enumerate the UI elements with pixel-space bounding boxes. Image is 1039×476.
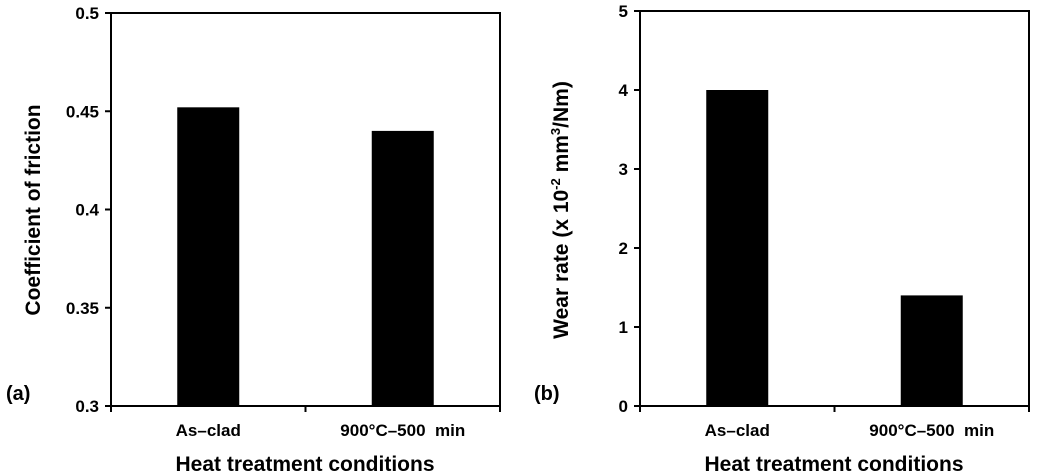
chart-a-x-tick-label: 900°C–500 min xyxy=(340,421,465,440)
chart-b-plot-frame xyxy=(639,10,1030,407)
chart-a-plot-frame xyxy=(110,12,501,407)
chart-b-x-axis-label: Heat treatment conditions xyxy=(704,453,963,476)
chart-b-x-tick-label: 900°C–500 min xyxy=(869,421,994,440)
chart-b-y-axis-label: Wear rate (x 10-2 mm3/Nm) xyxy=(548,81,573,339)
chart-b-y-tick-label: 5 xyxy=(619,2,628,21)
chart-b-y-label-suffix: /Nm) xyxy=(550,81,573,128)
chart-a-y-tick-label: 0.45 xyxy=(66,102,99,121)
chart-a-y-tick-label: 0.4 xyxy=(75,201,99,220)
chart-b-x-tick-label: As–clad xyxy=(705,421,770,440)
chart-a-x-tick-label: As–clad xyxy=(176,421,241,440)
chart-a-x-axis-label: Heat treatment conditions xyxy=(175,453,434,476)
chart-b-bar xyxy=(900,295,963,406)
chart-b-y-tick-label: 3 xyxy=(619,160,628,179)
chart-b-panel-label: (b) xyxy=(534,383,560,405)
chart-a-y-tick-label: 0.35 xyxy=(66,299,99,318)
chart-b-y-label-prefix: Wear rate (x 10 xyxy=(550,190,573,339)
chart-b-y-label-mid: mm xyxy=(550,135,573,178)
chart-b-y-label-sup1: -2 xyxy=(548,178,563,190)
chart-b-y-tick-label: 2 xyxy=(619,239,628,258)
chart-a-y-axis-label: Coefficient of friction xyxy=(22,104,45,315)
chart-b: 0 1 2 3 4 5 As–clad 900°C–500 min Heat treatme… xyxy=(534,2,1030,476)
chart-a-y-tick-label: 0.3 xyxy=(75,397,99,416)
chart-a-bar xyxy=(177,107,240,406)
chart-a-panel-label: (a) xyxy=(6,383,30,405)
chart-b-y-label-sup2: 3 xyxy=(548,128,563,135)
chart-a: 0.3 0.35 0.4 0.45 0.5 As–clad 900°C–500 min H… xyxy=(6,4,501,476)
chart-a-bar xyxy=(371,130,434,406)
chart-a-y-tick-label: 0.5 xyxy=(75,4,99,23)
chart-b-y-tick-label: 1 xyxy=(619,318,628,337)
chart-b-bar xyxy=(706,90,769,406)
chart-b-y-tick-label: 4 xyxy=(619,81,629,100)
chart-b-y-tick-label: 0 xyxy=(619,397,628,416)
